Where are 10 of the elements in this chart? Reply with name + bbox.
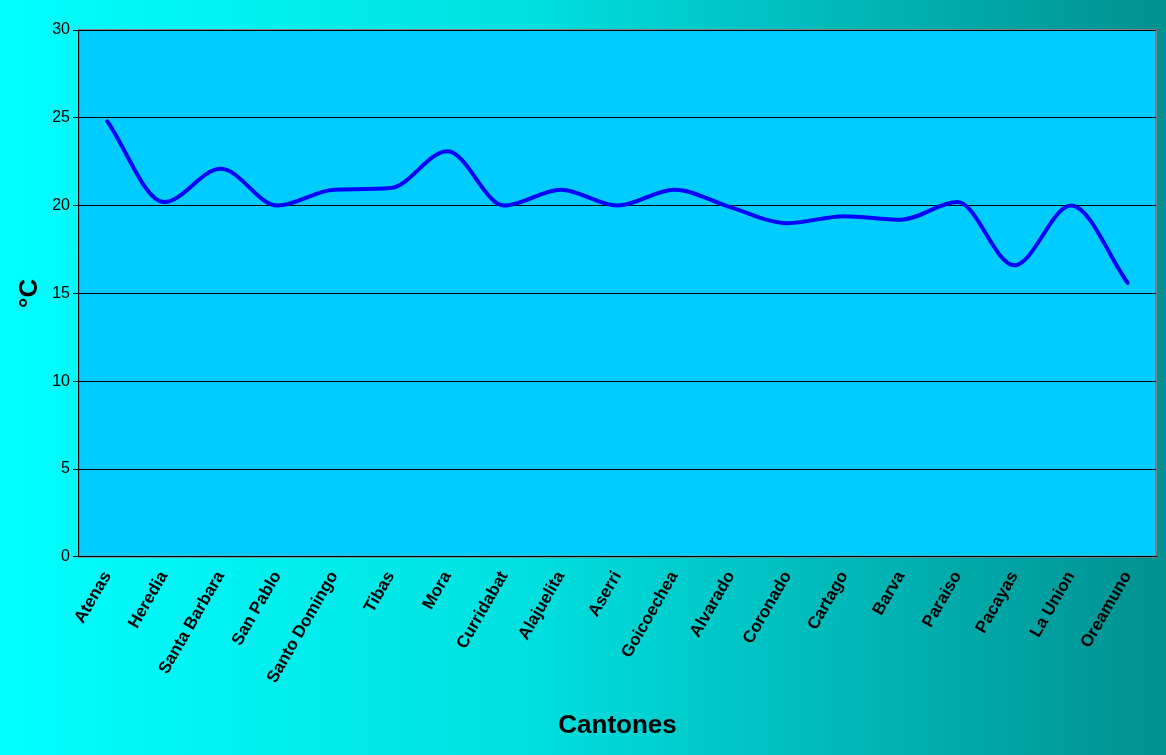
y-axis-title: °C xyxy=(12,278,43,309)
line-series xyxy=(105,119,1130,285)
y-tick-label: 25 xyxy=(52,108,71,126)
y-tick-label: 30 xyxy=(52,20,71,38)
x-axis-title: Cantones xyxy=(558,708,677,739)
y-tick-label: 20 xyxy=(52,196,71,214)
y-tick-label: 15 xyxy=(52,283,71,301)
y-tick-label: 10 xyxy=(52,371,71,389)
y-tick-label: 0 xyxy=(61,547,71,565)
y-tick-label: 5 xyxy=(61,459,71,477)
